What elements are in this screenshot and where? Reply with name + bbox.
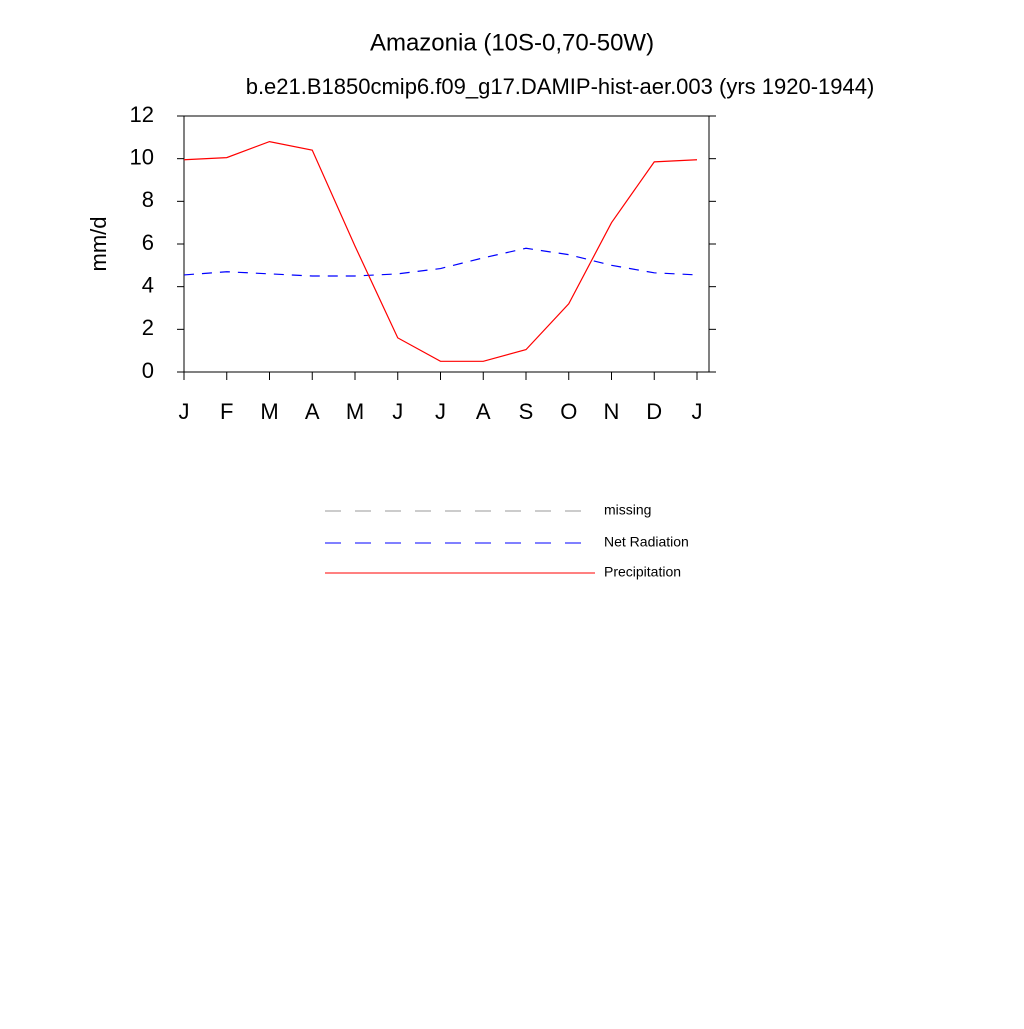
legend-label: Precipitation — [604, 564, 681, 580]
y-tick-label: 0 — [142, 358, 154, 383]
x-tick-label: S — [519, 399, 534, 424]
x-tick-label: D — [646, 399, 662, 424]
y-tick-label: 8 — [142, 187, 154, 212]
y-tick-label: 12 — [130, 102, 154, 127]
x-tick-label: J — [392, 399, 403, 424]
x-tick-label: O — [560, 399, 577, 424]
x-tick-label: M — [260, 399, 278, 424]
plot-frame — [183, 115, 710, 373]
x-tick-label: N — [604, 399, 620, 424]
y-tick-label: 6 — [142, 230, 154, 255]
series-line — [183, 140, 698, 362]
chart-title: Amazonia (10S-0,70-50W) — [370, 29, 654, 56]
x-tick-label: J — [692, 399, 703, 424]
legend-label: Net Radiation — [604, 534, 689, 550]
x-tick-label: A — [476, 399, 491, 424]
x-tick-label: A — [305, 399, 320, 424]
x-tick-label: M — [346, 399, 364, 424]
chart-subtitle: b.e21.B1850cmip6.f09_g17.DAMIP-hist-aer.… — [246, 74, 875, 99]
series-line — [183, 247, 698, 277]
y-tick-label: 10 — [130, 144, 154, 169]
y-axis-label: mm/d — [86, 217, 111, 272]
y-tick-label: 2 — [142, 315, 154, 340]
x-tick-label: J — [179, 399, 190, 424]
x-tick-label: F — [220, 399, 233, 424]
x-tick-label: J — [435, 399, 446, 424]
legend-label: missing — [604, 502, 651, 518]
y-tick-label: 4 — [142, 272, 154, 297]
